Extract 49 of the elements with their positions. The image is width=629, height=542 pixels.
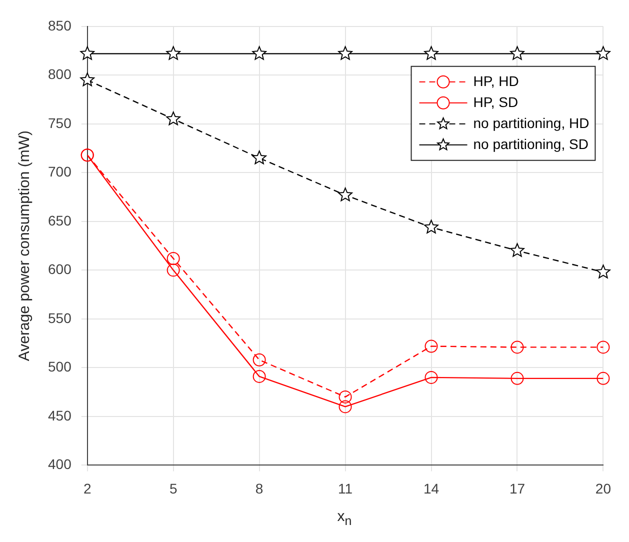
x-tick-label: 14 bbox=[423, 480, 440, 496]
point bbox=[338, 46, 352, 60]
y-tick-label: 750 bbox=[48, 114, 72, 131]
point bbox=[596, 46, 610, 60]
point bbox=[510, 340, 524, 354]
legend-label: no partitioning, HD bbox=[473, 114, 590, 131]
point bbox=[510, 372, 524, 385]
point bbox=[510, 46, 524, 60]
legend-label: HP, SD bbox=[473, 94, 518, 110]
point bbox=[424, 370, 438, 384]
y-tick-label: 400 bbox=[48, 456, 72, 472]
point bbox=[338, 390, 352, 404]
point bbox=[252, 150, 266, 164]
point bbox=[166, 112, 180, 126]
x-axis-title: x$_{n}$ bbox=[336, 508, 353, 528]
legend-label: no partitioning, SD bbox=[473, 136, 588, 152]
point bbox=[166, 252, 180, 265]
y-tick-label: 700 bbox=[48, 164, 72, 180]
y-tick-label: 650 bbox=[48, 212, 72, 228]
y-tick-label: 550 bbox=[48, 310, 72, 326]
point bbox=[596, 340, 610, 354]
y-axis-title: Average power consumption (mW) bbox=[16, 130, 34, 362]
x-tick-label: 2 bbox=[83, 480, 92, 496]
x-tick-label: 17 bbox=[509, 480, 526, 496]
point bbox=[252, 46, 266, 60]
y-tick-label: 800 bbox=[48, 66, 72, 82]
point bbox=[252, 370, 266, 383]
y-tick-label: 450 bbox=[48, 407, 72, 424]
y-tick-label: 600 bbox=[48, 261, 72, 278]
point bbox=[424, 46, 438, 60]
x-tick-label: 20 bbox=[595, 480, 612, 496]
point bbox=[424, 220, 438, 234]
point bbox=[424, 340, 438, 353]
point bbox=[80, 46, 95, 60]
point bbox=[166, 264, 180, 277]
x-tick-label: 11 bbox=[338, 480, 353, 496]
legend-label: HP, HD bbox=[473, 72, 519, 89]
point bbox=[80, 72, 95, 86]
point bbox=[252, 353, 266, 366]
point bbox=[510, 243, 524, 257]
y-tick-label: 850 bbox=[48, 17, 72, 34]
point bbox=[338, 400, 352, 414]
point bbox=[596, 264, 610, 278]
point bbox=[166, 46, 180, 60]
point bbox=[338, 188, 352, 202]
x-tick-label: 5 bbox=[169, 480, 178, 496]
y-tick-label: 500 bbox=[48, 358, 72, 375]
x-tick-label: 8 bbox=[255, 480, 264, 496]
point bbox=[596, 372, 610, 385]
